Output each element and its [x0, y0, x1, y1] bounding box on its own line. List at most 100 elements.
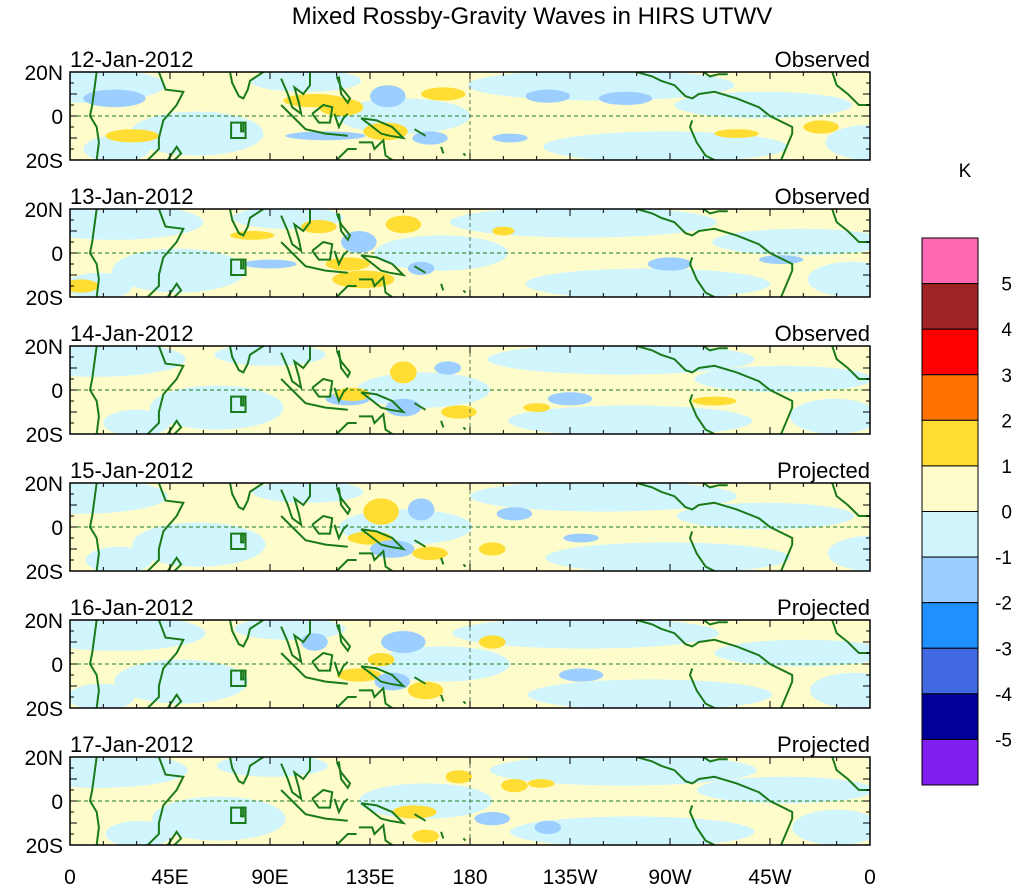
colorbar-swatch [921, 237, 979, 285]
coastline [440, 146, 445, 154]
negative-region [214, 346, 326, 366]
negative-anomaly [381, 631, 426, 653]
negative-region [114, 659, 248, 704]
coastline [166, 830, 183, 845]
positive-anomaly [230, 231, 275, 240]
lon-tick-label: 90E [251, 866, 288, 889]
negative-region [152, 796, 286, 841]
negative-anomaly [370, 85, 406, 108]
negative-anomaly [301, 633, 328, 651]
negative-anomaly [492, 133, 528, 143]
coastline [335, 76, 352, 105]
negative-anomaly [563, 533, 599, 543]
negative-anomaly [547, 392, 593, 406]
positive-anomaly [407, 681, 444, 700]
negative-region [510, 816, 755, 845]
coastline [88, 620, 100, 708]
negative-region [70, 620, 206, 651]
lat-tick-label: 20S [26, 561, 63, 584]
figure-title: Mixed Rossby-Gravity Waves in HIRS UTWV [292, 3, 773, 30]
negative-region [712, 228, 870, 256]
negative-region [714, 639, 870, 667]
positive-anomaly [527, 779, 555, 788]
coastline [440, 283, 445, 291]
coastline [360, 665, 407, 688]
colorbar-swatch [921, 556, 979, 604]
coastline [636, 209, 794, 297]
negative-region [545, 542, 790, 571]
coastline [335, 213, 352, 242]
coastline [636, 72, 794, 160]
positive-anomaly [105, 129, 159, 143]
lat-tick-label: 20S [26, 424, 63, 447]
negative-region [825, 124, 870, 160]
negative-anomaly [285, 131, 366, 141]
lon-tick-label: 0 [864, 866, 876, 889]
anomaly-field [70, 483, 870, 571]
negative-anomaly [83, 89, 146, 108]
negative-region [452, 620, 719, 649]
coastline [462, 837, 467, 842]
anomaly-field [70, 72, 870, 160]
region-box [230, 121, 247, 139]
coastline [335, 624, 352, 653]
coastline [831, 209, 870, 243]
coastline [831, 72, 870, 106]
coastline [358, 549, 393, 571]
negative-anomaly [243, 259, 297, 269]
coastline [147, 209, 185, 297]
map-panel: 20N 0 20S 17-Jan-2012 Projected [24, 732, 871, 858]
coastline [311, 514, 334, 535]
negative-region [792, 809, 870, 845]
colorbar-label: 1 [1001, 457, 1012, 478]
colorbar-swatch [921, 328, 979, 376]
coastline [335, 833, 357, 845]
positive-anomaly [478, 635, 506, 649]
coastline [440, 831, 445, 839]
lat-tick-label: 0 [51, 654, 63, 677]
colorbar: K 5 4 3 2 1 0 -1 -2 -3 -4 -5 [921, 161, 1012, 786]
coastline [229, 72, 264, 100]
positive-anomaly [501, 779, 528, 793]
panel-status: Observed [775, 321, 870, 346]
panel-status: Projected [777, 732, 870, 757]
panel-date: 15-Jan-2012 [70, 458, 194, 483]
coastline [335, 422, 357, 434]
coastline [88, 757, 100, 845]
negative-region [70, 346, 186, 377]
coastline [335, 350, 352, 379]
negative-region [674, 91, 853, 119]
coastline [335, 559, 357, 571]
coastline [413, 676, 427, 685]
coastline [280, 620, 311, 665]
negative-region [694, 365, 870, 393]
colorbar-swatch [921, 465, 979, 512]
coastline [166, 693, 183, 708]
negative-anomaly [534, 820, 562, 835]
negative-region [696, 776, 870, 804]
negative-region [358, 783, 493, 819]
coastline [358, 686, 393, 708]
lat-tick-label: 0 [51, 106, 63, 129]
coastline [311, 240, 334, 261]
lat-tick-label: 0 [51, 243, 63, 266]
negative-region [827, 535, 870, 571]
positive-anomaly [347, 531, 393, 545]
colorbar-label: 2 [1001, 411, 1012, 432]
coastline [831, 620, 870, 654]
coastline [280, 104, 348, 137]
negative-region [70, 209, 204, 240]
positive-anomaly [692, 396, 737, 406]
coastline [440, 557, 445, 565]
colorbar-label: -4 [995, 685, 1012, 706]
coastline [702, 757, 728, 763]
negative-region [70, 683, 135, 708]
negative-region [85, 546, 153, 571]
negative-region [807, 261, 870, 297]
coastline [702, 346, 728, 352]
coastline [311, 377, 334, 398]
lat-tick-label: 20N [24, 62, 63, 85]
coastline [229, 620, 264, 648]
coastline [636, 620, 794, 708]
coastline [88, 72, 100, 160]
